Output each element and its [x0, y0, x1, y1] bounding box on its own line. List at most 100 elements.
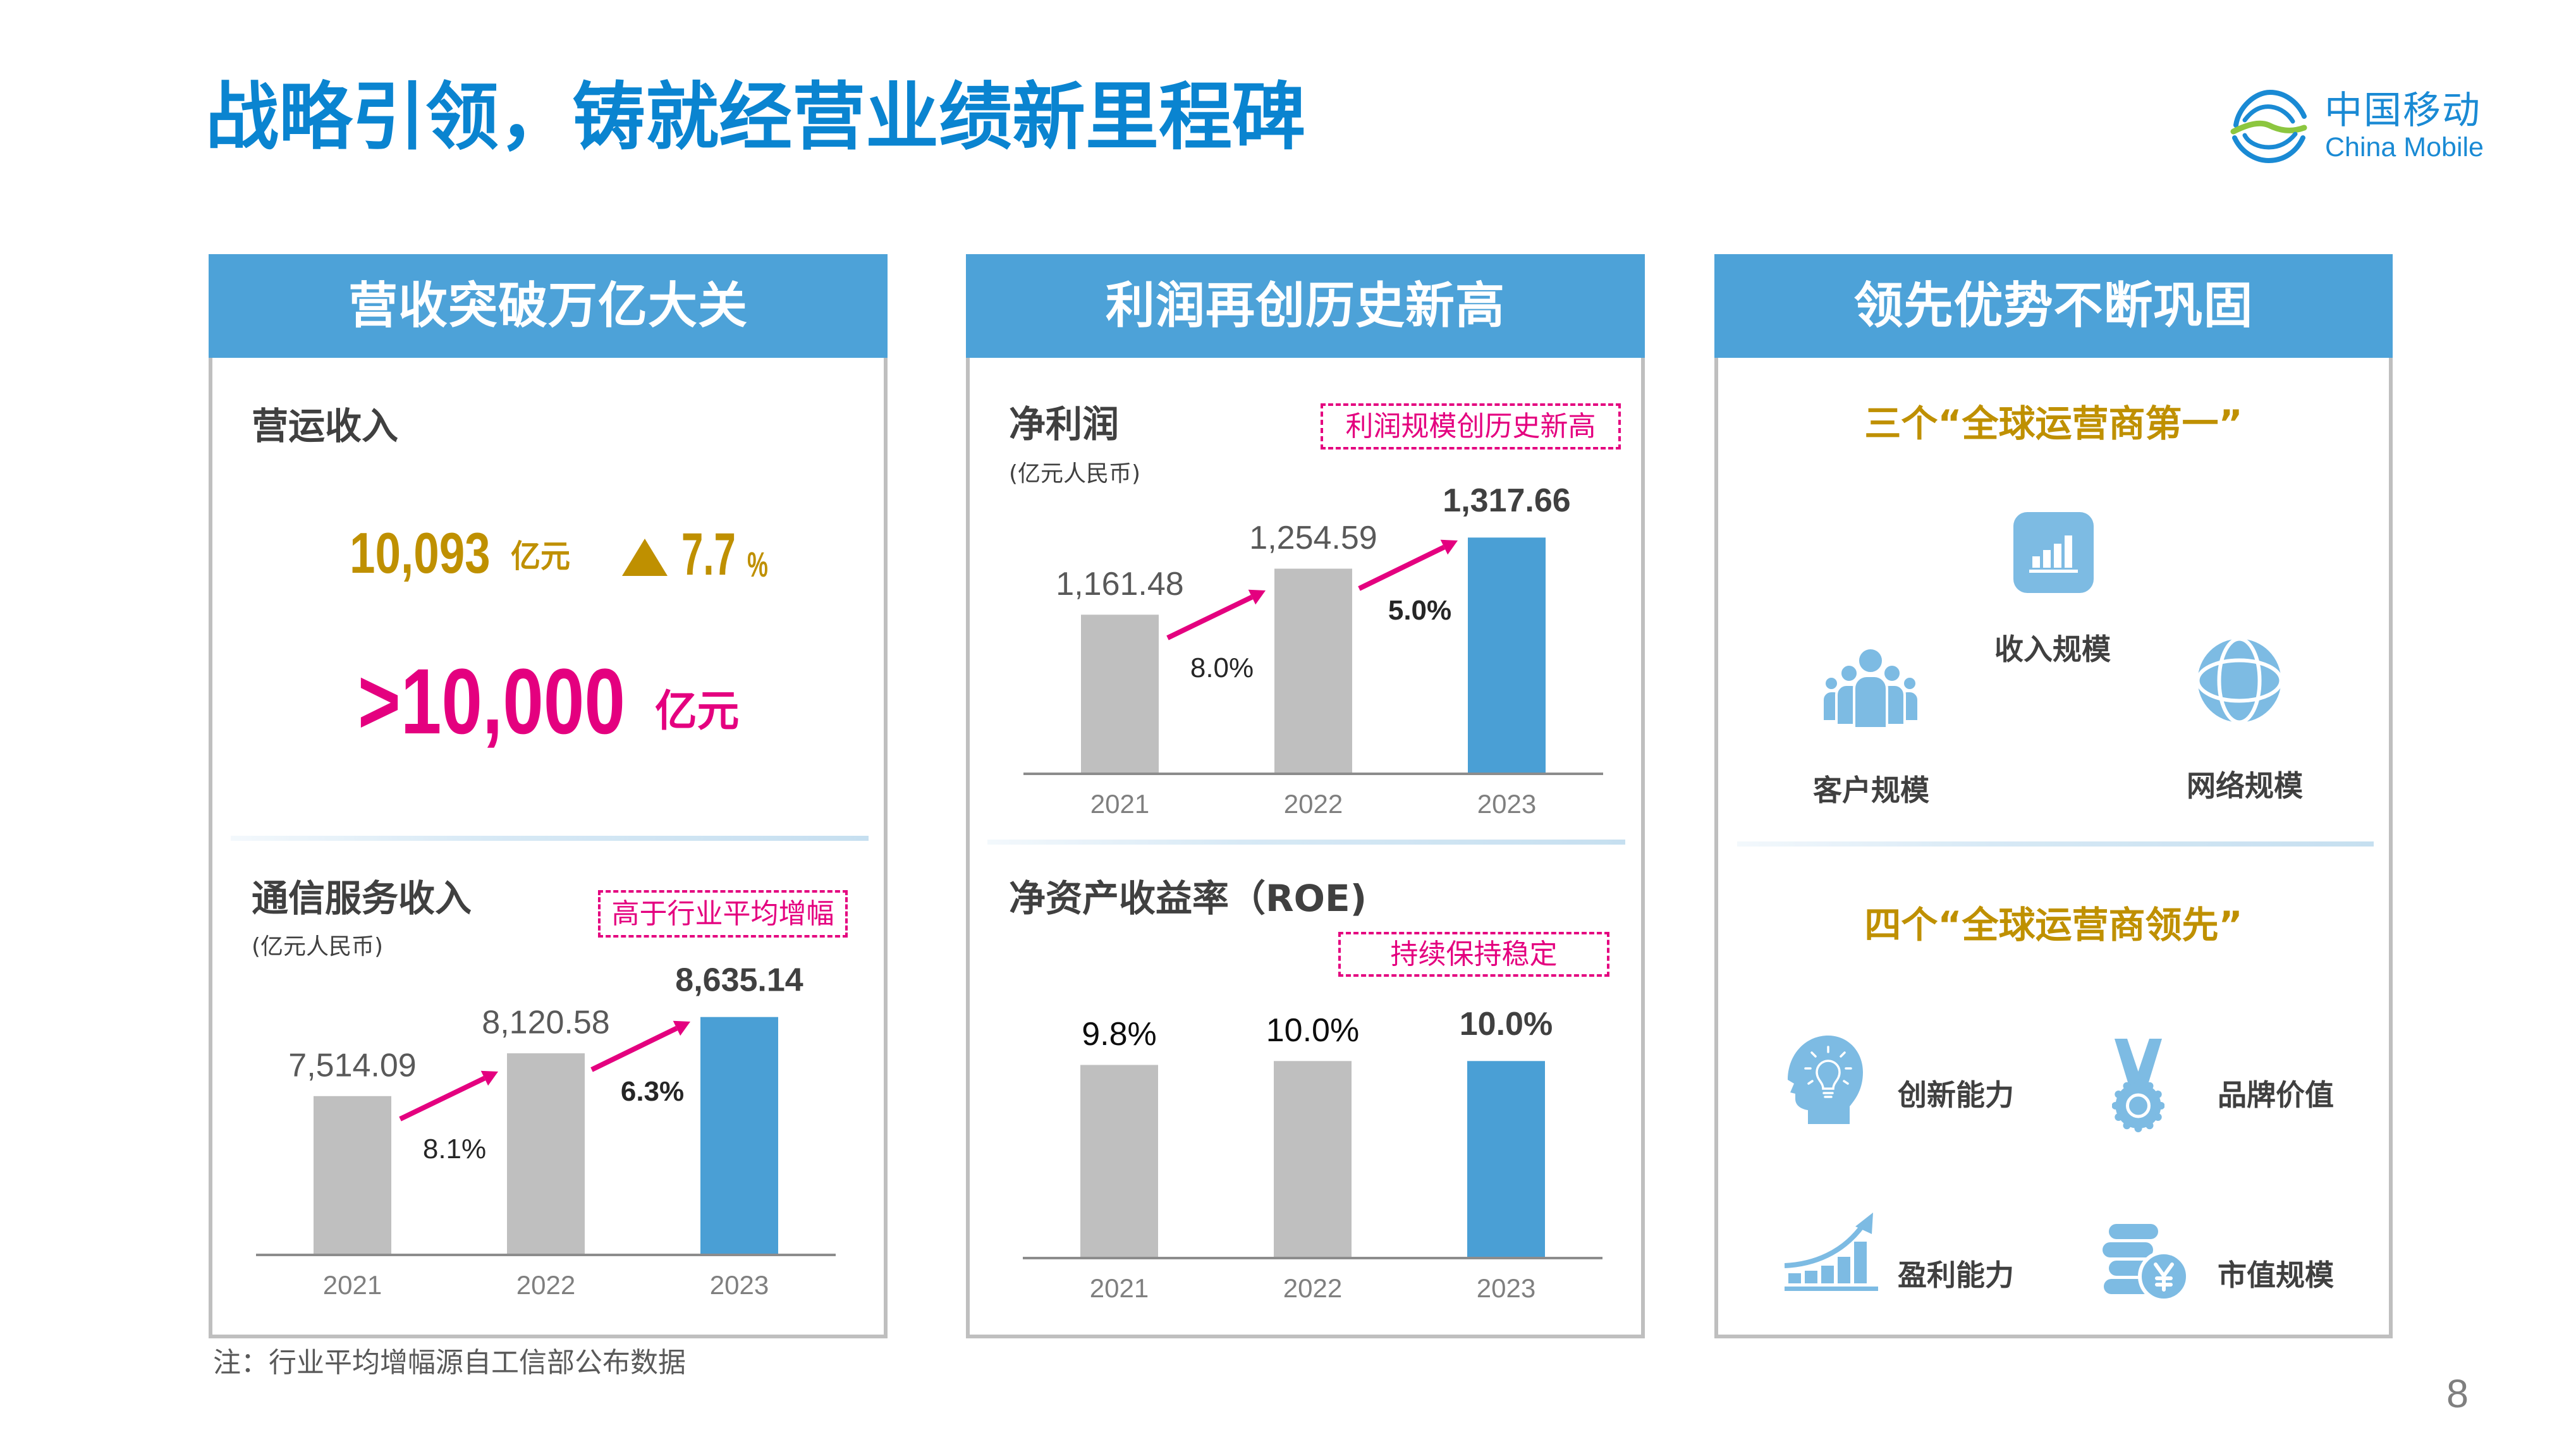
footnote: 注：行业平均增幅源自工信部公布数据 — [213, 1347, 686, 1379]
year-label-2023: 2023 — [710, 1270, 769, 1300]
bar-2021 — [1080, 1065, 1158, 1257]
operating-revenue-unit: 亿元 — [511, 538, 570, 575]
advantage-label-revenue-scale: 收入规模 — [1994, 632, 2111, 666]
page-title: 战略引领，铸就经营业绩新里程碑 — [205, 75, 1305, 160]
advantage-label-market-cap: 市值规模 — [2218, 1258, 2334, 1292]
bar-2022 — [1274, 1061, 1352, 1257]
callout-text: 高于行业平均增幅 — [611, 897, 834, 930]
chart-canvas: 9.8% 2021 10.0% 2022 10.0% 2023 — [1023, 1006, 1602, 1303]
panel-body — [1714, 358, 2393, 1338]
advantage-label-profitability: 盈利能力 — [1898, 1258, 2014, 1292]
advantage-label-brand-value: 品牌价值 — [2218, 1078, 2334, 1112]
x-axis-line — [256, 1254, 836, 1256]
panel-header-title: 利润再创历史新高 — [1105, 278, 1505, 334]
year-label-2023: 2023 — [1477, 1273, 1535, 1303]
x-axis-line — [1023, 1257, 1602, 1259]
panel-header-title: 领先优势不断巩固 — [1853, 278, 2254, 334]
year-label-2022: 2022 — [1283, 1273, 1342, 1303]
callout-text: 持续保持稳定 — [1390, 938, 1558, 970]
bar-chart-icon — [2013, 512, 2094, 593]
chart-canvas: 7,514.09 2021 8,120.58 2022 8,635.14 2023 8.1%… — [256, 962, 836, 1300]
year-label-2023: 2023 — [1477, 789, 1536, 819]
section-divider — [1737, 841, 2374, 847]
panel-header-title: 营收突破万亿大关 — [348, 278, 748, 334]
logo-name-cn: 中国移动 — [2324, 89, 2481, 133]
callout-text: 利润规模创历史新高 — [1345, 410, 1596, 443]
rising-chart-icon — [1785, 1213, 1878, 1291]
section-divider — [231, 836, 869, 841]
net-profit-callout: 利润规模创历史新高 — [1321, 403, 1621, 449]
growth-arrow — [1166, 589, 1266, 640]
bar-2023 — [700, 1017, 778, 1254]
roe-label: 净资产收益率（ROE) — [1009, 877, 1367, 920]
panel-header: 利润再创历史新高 — [966, 254, 1645, 358]
globe-icon — [2196, 637, 2283, 724]
service-revenue-chart: 7,514.09 2021 8,120.58 2022 8,635.14 2023 8.1%… — [256, 936, 844, 1315]
value-label-2023: 8,635.14 — [675, 962, 803, 998]
value-label-2021: 9.8% — [1082, 1016, 1157, 1053]
milestone-value: >10,000 — [358, 650, 626, 754]
service-revenue-label: 通信服务收入 — [252, 877, 472, 920]
milestone-unit: 亿元 — [655, 687, 740, 737]
growth-arrow — [1358, 539, 1458, 591]
page-number: 8 — [2446, 1372, 2469, 1416]
medal-icon — [2112, 1039, 2164, 1132]
china-mobile-logo-icon — [2230, 89, 2307, 164]
roe-callout: 持续保持稳定 — [1338, 932, 1609, 977]
year-label-2021: 2021 — [1090, 789, 1149, 819]
bar-2023 — [1468, 537, 1546, 773]
value-label-2023: 1,317.66 — [1443, 482, 1570, 519]
bar-2022 — [507, 1053, 585, 1254]
year-label-2022: 2022 — [1284, 789, 1343, 819]
bar-2021 — [1081, 614, 1159, 773]
panel-header: 领先优势不断巩固 — [1714, 254, 2393, 358]
value-label-2022: 8,120.58 — [482, 1005, 609, 1041]
people-icon — [1821, 647, 1920, 728]
panel-leadership: 领先优势不断巩固 — [1714, 254, 2393, 1338]
panel-body — [209, 358, 888, 1338]
value-label-2021: 1,161.48 — [1056, 566, 1183, 602]
operating-revenue-growth-unit: % — [747, 544, 768, 584]
advantage-label-network-scale: 网络规模 — [2187, 769, 2303, 803]
value-label-2022: 1,254.59 — [1249, 520, 1377, 556]
panel-revenue: 营收突破万亿大关 — [209, 254, 888, 1338]
growth-arrow — [590, 1020, 690, 1072]
value-label-2022: 10.0% — [1266, 1012, 1359, 1049]
net-profit-label: 净利润 — [1009, 403, 1120, 446]
service-revenue-callout: 高于行业平均增幅 — [598, 890, 848, 938]
value-label-2021: 7,514.09 — [288, 1047, 416, 1084]
coins-yuan-icon — [2103, 1224, 2189, 1302]
operating-revenue-growth: 7.7 — [681, 521, 736, 588]
section-divider — [987, 840, 1625, 845]
panel-body — [966, 358, 1645, 1338]
operating-revenue-label: 营运收入 — [252, 405, 399, 448]
logo-name-en: China Mobile — [2325, 132, 2484, 162]
advantage-label-innovation: 创新能力 — [1898, 1078, 2014, 1112]
bar-2023 — [1467, 1061, 1545, 1257]
panel-header: 营收突破万亿大关 — [209, 254, 888, 358]
year-label-2021: 2021 — [1090, 1273, 1149, 1303]
net-profit-chart: 1,161.48 2021 1,254.59 2022 1,317.66 2023 8.0%… — [1023, 455, 1611, 834]
x-axis-line — [1023, 773, 1603, 775]
advantage-label-customer-scale: 客户规模 — [1813, 773, 1929, 807]
year-label-2021: 2021 — [323, 1270, 382, 1300]
service-revenue-unit-note: (亿元人民币) — [252, 934, 384, 960]
growth-label: 5.0% — [1388, 595, 1451, 626]
growth-label: 8.1% — [423, 1134, 486, 1165]
year-label-2022: 2022 — [516, 1270, 575, 1300]
bar-2021 — [314, 1096, 391, 1254]
operating-revenue-value: 10,093 — [350, 522, 491, 585]
panel-profit: 利润再创历史新高 — [966, 254, 1645, 1338]
net-profit-unit-note: (亿元人民币) — [1009, 461, 1141, 487]
up-triangle-icon — [622, 539, 668, 576]
chart-canvas: 1,161.48 2021 1,254.59 2022 1,317.66 2023 8.0%… — [1023, 482, 1603, 819]
growth-arrow — [399, 1070, 498, 1122]
three-firsts-heading: 三个“全球运营商第一” — [1864, 402, 2243, 445]
growth-label: 8.0% — [1190, 652, 1254, 683]
four-leads-heading: 四个“全球运营商领先” — [1864, 903, 2243, 946]
bar-2022 — [1274, 568, 1352, 773]
value-label-2023: 10.0% — [1460, 1006, 1553, 1042]
roe-chart: 9.8% 2021 10.0% 2022 10.0% 2023 — [1023, 939, 1611, 1318]
head-lightbulb-icon — [1788, 1036, 1863, 1124]
growth-label: 6.3% — [621, 1076, 684, 1107]
